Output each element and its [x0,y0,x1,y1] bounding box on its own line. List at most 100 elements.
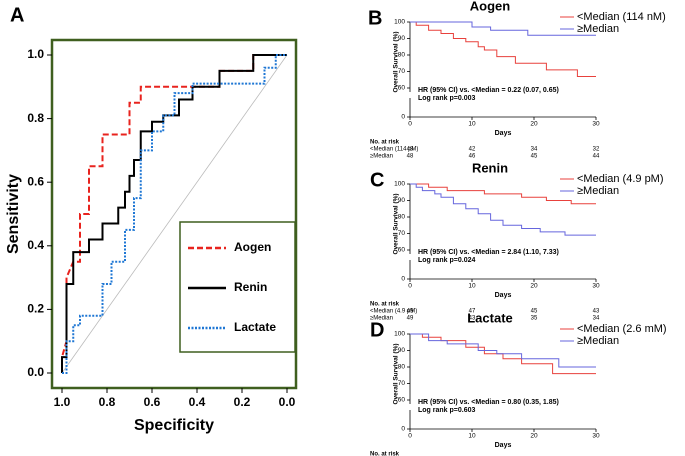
survival-curve [410,183,596,205]
risk-row-label: ≥Median [370,316,393,322]
x-axis-label: Days [495,442,512,449]
risk-count: 43 [593,309,600,315]
x-tick-label: 0 [408,433,412,440]
y-tick-label: 0.2 [27,302,44,316]
y-tick-label: 90 [398,347,406,354]
y-tick-label: 100 [394,19,405,26]
legend-label: ≥Median [577,185,619,197]
y-tick-label: 0 [401,426,405,433]
y-tick-label: 80 [398,214,406,221]
risk-row-label: ≥Median [370,154,393,160]
y-axis-label: Overall Survival (%) [393,193,400,254]
risk-count: 49 [407,309,414,315]
x-tick-label: 0.0 [279,395,296,409]
y-tick-label: 80 [398,364,406,371]
legend-label: <Median (2.6 mM) [577,323,667,335]
risk-table-title: No. at risk [370,140,400,146]
risk-count: 45 [531,154,538,160]
panel-letter: A [10,4,24,26]
x-tick-label: 1.0 [54,395,71,409]
risk-count: 34 [593,316,600,322]
x-tick-label: 10 [468,433,476,440]
annotation: Log rank p=0.603 [418,407,475,414]
y-tick-label: 0.0 [27,365,44,379]
x-tick-label: 30 [592,433,600,440]
panel-letter: B [368,7,382,29]
risk-count: 43 [469,316,476,322]
x-tick-label: 0.8 [99,395,116,409]
risk-count: 46 [469,154,476,160]
legend-label: ≥Median [577,23,619,35]
risk-row-label: <Median (114 pM) [370,147,418,153]
y-tick-label: 90 [398,197,406,204]
risk-count: 48 [407,154,414,160]
y-tick-label: 1.0 [27,47,44,61]
x-tick-label: 20 [530,433,538,440]
risk-count: 49 [407,316,414,322]
risk-count: 34 [531,147,538,153]
y-tick-label: 80 [398,52,406,59]
legend-label: <Median (114 nM) [577,11,666,23]
risk-count: 32 [593,147,600,153]
x-tick-label: 10 [468,283,476,290]
roc-curve [62,54,287,374]
risk-table-title: No. at risk [370,452,400,456]
survival-curve [410,21,596,77]
y-tick-label: 0.4 [27,238,44,252]
x-tick-label: 30 [592,283,600,290]
legend-label: <Median (4.9 pM) [577,173,664,185]
panel-letter: D [370,319,384,341]
roc-curve [61,54,287,373]
x-tick-label: 10 [468,121,476,128]
x-tick-label: 0 [408,121,412,128]
risk-count: 35 [531,316,538,322]
chart-title: Lactate [467,310,513,325]
panel-letter: C [370,169,384,191]
x-tick-label: 20 [530,283,538,290]
legend-label: Renin [234,280,267,294]
annotation: HR (95% CI) vs. <Median = 0.80 (0.35, 1.… [418,399,559,406]
chart-title: Aogen [470,0,511,13]
roc-curve [61,54,287,373]
y-tick-label: 70 [398,380,406,387]
annotation: Log rank p=0.024 [418,257,475,264]
legend-label: Aogen [234,240,271,254]
x-tick-label: 0.4 [189,395,206,409]
y-tick-label: 0 [401,114,405,121]
x-axis-label: Days [495,292,512,299]
survival-curve [410,21,596,36]
annotation: HR (95% CI) vs. <Median = 2.84 (1.10, 7.… [418,249,559,256]
risk-count: 42 [469,147,476,153]
risk-table-title: No. at risk [370,302,400,308]
y-tick-label: 100 [394,331,405,338]
y-tick-label: 90 [398,35,406,42]
annotation: HR (95% CI) vs. <Median = 0.22 (0.07, 0.… [418,87,559,94]
y-tick-label: 100 [394,181,405,188]
y-tick-label: 60 [398,247,406,254]
legend-label: ≥Median [577,335,619,347]
x-axis-label: Specificity [134,417,214,434]
risk-row-label: <Median (4.9 pM) [370,309,417,315]
x-tick-label: 0.6 [144,395,161,409]
survival-curve [410,333,596,368]
y-tick-label: 0 [401,276,405,283]
chart-title: Renin [472,160,508,175]
y-tick-label: 70 [398,68,406,75]
y-tick-label: 60 [398,85,406,92]
y-tick-label: 0.6 [27,174,44,188]
risk-count: 48 [407,147,414,153]
y-tick-label: 60 [398,397,406,404]
x-tick-label: 0.2 [234,395,251,409]
risk-count: 47 [469,309,476,315]
risk-count: 44 [593,154,600,160]
y-axis-label: Overall Survival (%) [393,31,400,92]
risk-count: 45 [531,309,538,315]
x-axis-label: Days [495,130,512,137]
x-tick-label: 0 [408,283,412,290]
legend-label: Lactate [234,320,276,334]
y-axis-label: Sensitivity [5,174,22,254]
y-tick-label: 0.8 [27,111,44,125]
x-tick-label: 20 [530,121,538,128]
plot-frame [50,38,298,390]
